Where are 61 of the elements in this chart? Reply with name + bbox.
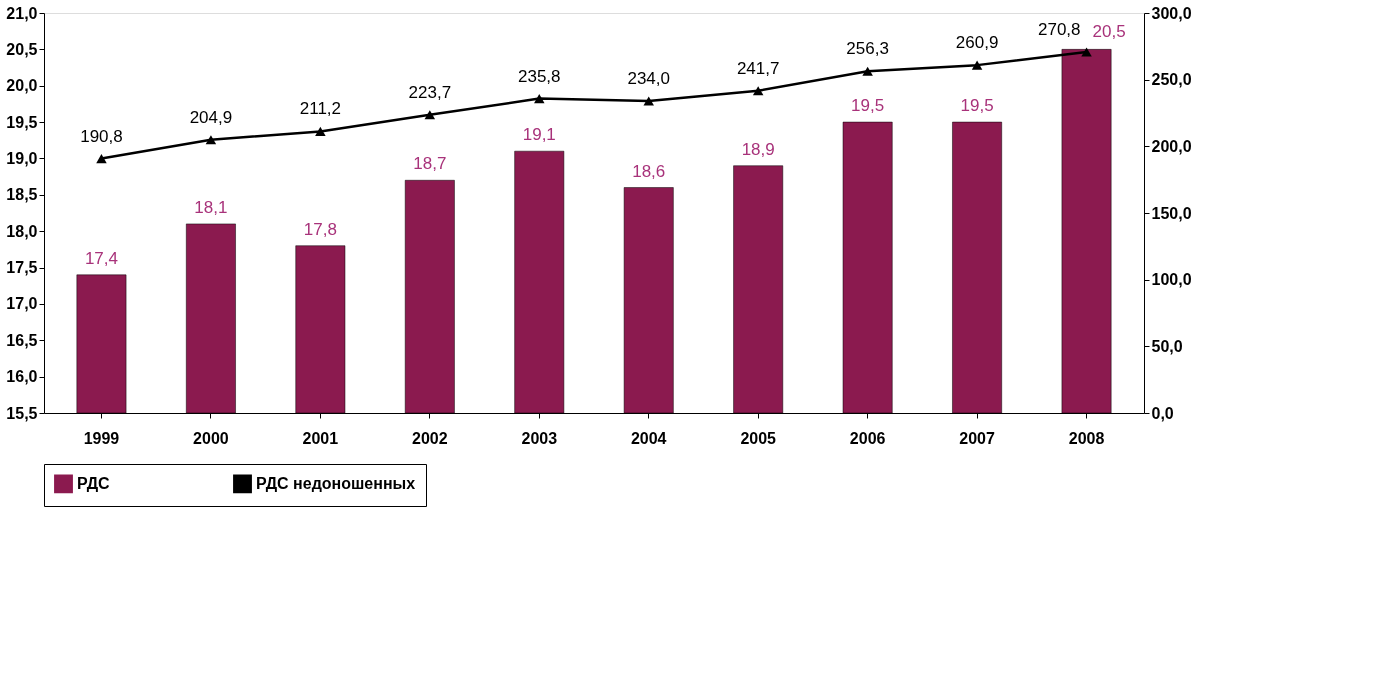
- data-label: 18,9: [741, 139, 775, 159]
- data-label: 260,9: [955, 33, 999, 53]
- data-label: 18,6: [632, 161, 666, 181]
- legend-label: РДС недоношенных: [256, 474, 416, 492]
- y-tick-label: 19,5: [6, 113, 38, 131]
- x-tick-label: 2007: [959, 429, 995, 447]
- y-tick-label: 17,5: [6, 259, 38, 277]
- data-label: 20,5: [1092, 22, 1126, 42]
- point: [315, 126, 326, 136]
- x-tick-label: 2005: [740, 429, 777, 447]
- y-tick-label: 18,5: [6, 186, 38, 204]
- point: [971, 60, 983, 70]
- y-tick-label: 20,5: [6, 40, 38, 58]
- data-label: 19,1: [522, 125, 556, 145]
- y2-tick-label: 250,0: [1151, 71, 1192, 89]
- point: [96, 154, 107, 164]
- point: [534, 94, 545, 104]
- x-tick-label: 2006: [849, 429, 886, 447]
- y2-tick-label: 100,0: [1151, 271, 1192, 289]
- point: [1081, 47, 1092, 57]
- y-tick-label: 19,0: [6, 149, 38, 167]
- x-tick-label: 2002: [412, 429, 448, 447]
- y2-tick-label: 200,0: [1151, 137, 1192, 155]
- data-label: 19,5: [960, 96, 994, 116]
- data-label: 17,4: [84, 248, 119, 268]
- y-tick-label: 18,0: [6, 222, 38, 240]
- data-label: 270,8: [1037, 19, 1081, 39]
- y2-tick-label: 0,0: [1151, 404, 1174, 422]
- point: [643, 96, 654, 106]
- x-tick-label: 2003: [521, 429, 558, 447]
- data-label: 256,3: [846, 39, 889, 59]
- x-tick-label: 2008: [1068, 429, 1105, 447]
- point: [752, 86, 764, 96]
- data-label: 234,0: [627, 69, 670, 88]
- y-tick-label: 16,0: [6, 368, 38, 386]
- legend-label: РДС: [77, 474, 111, 492]
- data-label: 19,5: [851, 96, 885, 116]
- data-label: 223,7: [408, 82, 452, 102]
- data-label: 241,7: [736, 58, 780, 78]
- data-label: 17,8: [303, 219, 337, 239]
- x-tick-label: 2000: [193, 429, 229, 447]
- y2-tick-label: 300,0: [1151, 4, 1192, 22]
- y-tick-label: 20,0: [6, 77, 38, 95]
- point: [862, 66, 873, 76]
- x-tick-label: 2001: [302, 429, 339, 447]
- data-label: 18,1: [194, 197, 228, 217]
- y-tick-label: 16,5: [6, 331, 38, 349]
- y2-tick-label: 150,0: [1151, 204, 1192, 222]
- data-label: 211,2: [299, 99, 342, 119]
- x-tick-label: 1999: [83, 429, 120, 447]
- point: [205, 135, 217, 145]
- data-label: 235,8: [518, 66, 561, 86]
- y2-tick-label: 50,0: [1151, 337, 1183, 355]
- y-tick-label: 15,5: [6, 404, 38, 422]
- x-tick-label: 2004: [630, 429, 667, 447]
- data-label: 18,7: [413, 154, 447, 174]
- data-label: 204,9: [189, 107, 233, 127]
- data-label: 190,8: [80, 126, 123, 146]
- y-tick-label: 21,0: [6, 4, 38, 22]
- y-tick-label: 17,0: [6, 295, 38, 313]
- point: [424, 110, 436, 120]
